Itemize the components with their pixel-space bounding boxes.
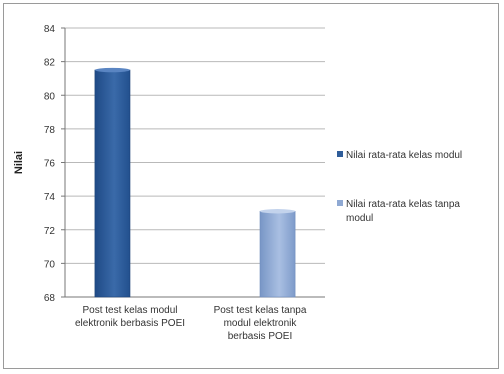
x-tick-label: elektronik berbasis POEI [75, 318, 185, 329]
bars [94, 67, 296, 298]
x-tick-label: Post test kelas modul [82, 305, 177, 316]
y-tick-label: 72 [44, 226, 56, 237]
y-tick-label: 80 [44, 91, 56, 102]
tick-labels: 68 70 72 74 76 78 80 82 84 Post test kelas modul e… [44, 24, 307, 342]
y-tick-label: 84 [44, 24, 56, 35]
y-tick-label: 78 [44, 125, 56, 136]
x-tick-label: modul elektronik [224, 318, 298, 329]
x-tick-label: Post test kelas tanpa [214, 305, 307, 316]
legend-swatch [337, 151, 343, 157]
y-tick-label: 76 [44, 159, 56, 170]
chart-frame [3, 3, 499, 369]
legend-label: Nilai rata-rata kelas modul [346, 150, 462, 161]
bar-top-cap [94, 67, 130, 73]
bar-top-cap [260, 209, 296, 214]
bar-1 [94, 69, 131, 298]
y-tick-label: 70 [44, 259, 56, 270]
y-axis-label: Nilai [13, 151, 25, 174]
legend: Nilai rata-rata kelas modul Nilai rata-ra… [337, 150, 462, 224]
bar-2 [259, 210, 296, 298]
legend-swatch [337, 200, 343, 206]
x-tick-label: berbasis POEI [228, 331, 292, 342]
legend-label: Nilai rata-rata kelas tanpa [346, 199, 460, 210]
y-tick-label: 68 [44, 293, 56, 304]
legend-label: modul [346, 213, 373, 224]
y-tick-label: 74 [44, 192, 56, 203]
y-tick-label: 82 [44, 58, 56, 69]
